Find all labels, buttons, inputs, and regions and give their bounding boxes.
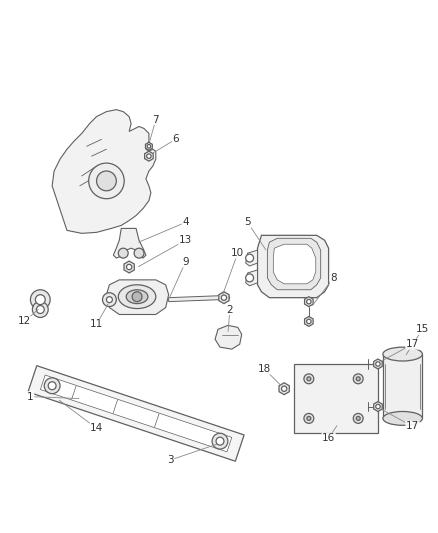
Ellipse shape xyxy=(383,347,422,361)
Polygon shape xyxy=(273,244,316,284)
Circle shape xyxy=(147,154,151,158)
Polygon shape xyxy=(215,325,242,349)
Circle shape xyxy=(216,437,224,445)
Circle shape xyxy=(212,433,228,449)
Text: 10: 10 xyxy=(231,248,244,258)
Polygon shape xyxy=(246,270,258,286)
Circle shape xyxy=(307,319,311,324)
Text: 14: 14 xyxy=(90,423,103,433)
Circle shape xyxy=(44,378,60,394)
Text: 13: 13 xyxy=(179,235,192,245)
Circle shape xyxy=(304,374,314,384)
Text: 16: 16 xyxy=(322,433,335,443)
Circle shape xyxy=(304,414,314,423)
Circle shape xyxy=(282,386,287,391)
Text: 5: 5 xyxy=(244,217,251,228)
Polygon shape xyxy=(28,366,244,461)
Polygon shape xyxy=(40,375,232,452)
Circle shape xyxy=(307,300,311,304)
Text: 15: 15 xyxy=(416,325,429,334)
Text: 17: 17 xyxy=(406,421,419,431)
Circle shape xyxy=(356,416,360,421)
Circle shape xyxy=(102,293,117,306)
Circle shape xyxy=(32,302,48,318)
Text: 2: 2 xyxy=(226,304,233,314)
Circle shape xyxy=(221,295,226,300)
Circle shape xyxy=(246,274,254,282)
Polygon shape xyxy=(279,383,289,394)
Circle shape xyxy=(88,163,124,199)
Circle shape xyxy=(353,374,363,384)
Polygon shape xyxy=(219,292,229,304)
Circle shape xyxy=(307,377,311,381)
Ellipse shape xyxy=(383,411,422,425)
Polygon shape xyxy=(113,229,146,258)
Circle shape xyxy=(376,362,380,366)
Text: 9: 9 xyxy=(182,257,189,267)
Polygon shape xyxy=(374,359,382,369)
Polygon shape xyxy=(169,293,230,303)
Circle shape xyxy=(127,264,132,270)
Ellipse shape xyxy=(126,290,148,304)
Polygon shape xyxy=(106,280,169,314)
Circle shape xyxy=(30,290,50,310)
Circle shape xyxy=(96,171,117,191)
Circle shape xyxy=(134,248,144,258)
Text: 3: 3 xyxy=(167,455,174,465)
Text: 12: 12 xyxy=(18,317,31,326)
Circle shape xyxy=(147,144,151,148)
Polygon shape xyxy=(258,236,328,297)
Text: 7: 7 xyxy=(152,115,159,125)
Polygon shape xyxy=(52,110,156,233)
Polygon shape xyxy=(145,151,153,161)
Circle shape xyxy=(246,254,254,262)
Circle shape xyxy=(36,305,44,313)
Bar xyxy=(294,364,378,433)
Polygon shape xyxy=(304,297,313,306)
Polygon shape xyxy=(124,261,134,273)
Circle shape xyxy=(35,295,45,304)
Circle shape xyxy=(106,297,113,303)
Circle shape xyxy=(48,382,56,390)
Circle shape xyxy=(118,248,128,258)
Text: 18: 18 xyxy=(258,364,271,374)
Circle shape xyxy=(376,405,380,409)
Polygon shape xyxy=(304,317,313,326)
Text: 17: 17 xyxy=(406,339,419,349)
Ellipse shape xyxy=(118,285,156,309)
Text: 4: 4 xyxy=(182,217,189,228)
Text: 6: 6 xyxy=(172,134,179,144)
Circle shape xyxy=(132,292,142,302)
Text: 1: 1 xyxy=(27,392,34,402)
Polygon shape xyxy=(267,238,321,290)
Text: 8: 8 xyxy=(330,273,337,283)
Text: 11: 11 xyxy=(90,319,103,329)
Polygon shape xyxy=(145,142,152,150)
Circle shape xyxy=(356,377,360,381)
Circle shape xyxy=(353,414,363,423)
Polygon shape xyxy=(374,401,382,411)
Circle shape xyxy=(307,416,311,421)
Polygon shape xyxy=(246,250,258,266)
Bar xyxy=(383,354,422,418)
